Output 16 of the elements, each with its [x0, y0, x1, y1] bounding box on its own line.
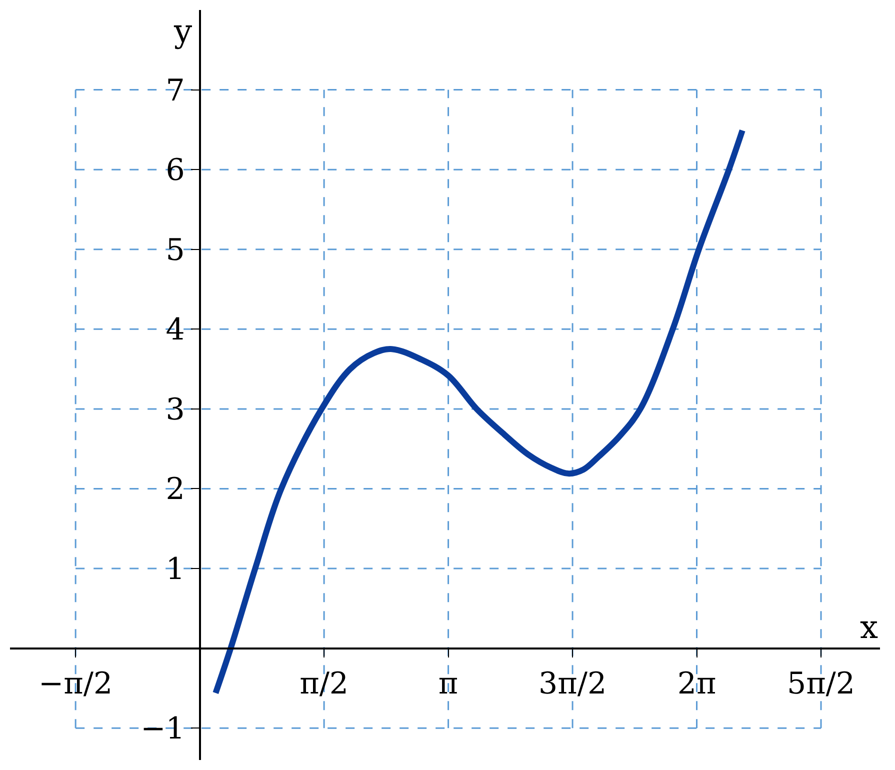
y-tick-label: 1: [166, 552, 185, 588]
y-tick-label: 6: [166, 153, 185, 188]
x-tick-label: 3π/2: [538, 666, 607, 702]
x-tick-label: π: [438, 666, 458, 702]
x-axis-title: x: [860, 608, 878, 646]
x-tick-label: −π/2: [38, 666, 113, 702]
x-tick-label: 2π: [677, 666, 716, 702]
x-tick-label: 5π/2: [787, 666, 855, 702]
y-tick-label: 7: [166, 73, 185, 108]
y-tick-label: 2: [166, 472, 185, 508]
y-tick-label: 4: [166, 312, 185, 348]
y-axis-title: y: [173, 12, 192, 50]
x-tick-label: π/2: [300, 666, 349, 702]
y-tick-label: −1: [140, 712, 185, 747]
y-tick-label: 3: [166, 392, 185, 428]
y-tick-label: 5: [166, 232, 185, 268]
